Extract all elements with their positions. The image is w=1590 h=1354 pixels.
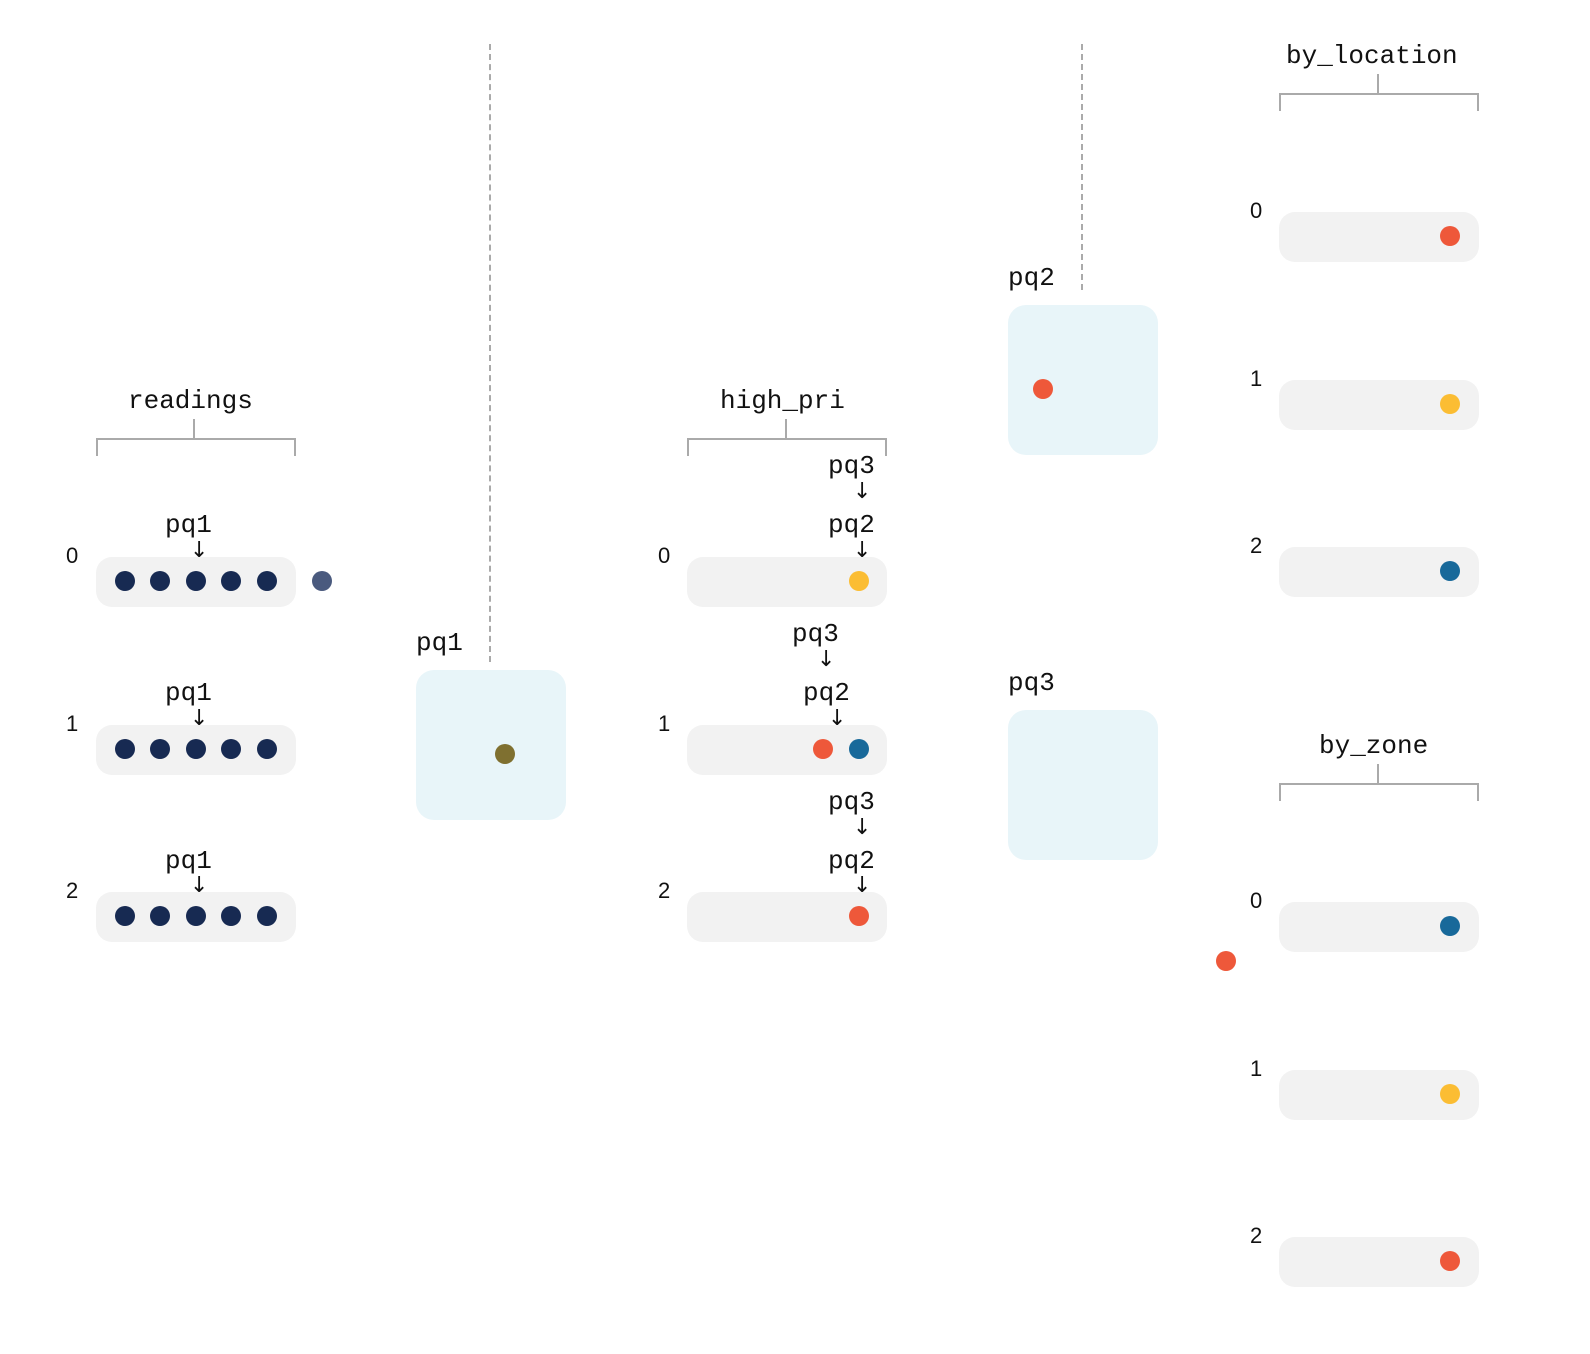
high-pri-title: high_pri [720,386,845,416]
high-pri-pointer-pq2-arrow-0: ↓ [853,538,872,563]
high-pri-item [849,571,869,591]
readings-item [150,571,170,591]
readings-pointer-arrow-2: ↓ [190,873,209,898]
pq1-label: pq1 [416,628,463,658]
readings-item [257,739,277,759]
readings-item [150,739,170,759]
high-pri-index-0: 0 [658,543,671,568]
high-pri-bracket-stem [785,419,787,439]
by-zone-index-1: 1 [1250,1056,1263,1081]
high-pri-pointer-pq3-1: pq3 [792,619,839,649]
high-pri-pointer-pq3-2: pq3 [828,787,875,817]
by-location-index-2: 2 [1250,533,1263,558]
high-pri-item [813,739,833,759]
by-zone-item [1440,1251,1460,1271]
by-location-bracket-stem [1377,74,1379,94]
readings-pointer-label-1: pq1 [165,678,212,708]
by-location-title: by_location [1286,41,1458,71]
pq1-item [495,744,515,764]
readings-item [115,571,135,591]
high-pri-index-2: 2 [658,878,671,903]
high-pri-index-1: 1 [658,711,671,736]
readings-bracket-stem [193,419,195,439]
by-location-index-0: 0 [1250,198,1263,223]
pq2-label: pq2 [1008,263,1055,293]
by-location-item [1440,226,1460,246]
high-pri-pointer-pq2-arrow-2: ↓ [853,873,872,898]
high-pri-pointer-pq2-0: pq2 [828,510,875,540]
by-zone-bracket [1279,783,1479,801]
readings-item-leaving [312,571,332,591]
pq2-divider [1081,44,1083,290]
pq3-label: pq3 [1008,668,1055,698]
readings-index-2: 2 [66,878,79,903]
readings-item [186,739,206,759]
high-pri-pointer-pq3-0: pq3 [828,451,875,481]
high-pri-pointer-pq2-1: pq2 [803,678,850,708]
by-zone-item [1440,1084,1460,1104]
by-zone-index-0: 0 [1250,888,1263,913]
high-pri-pointer-pq3-arrow-2: ↓ [853,815,872,840]
readings-item [150,906,170,926]
by-zone-title: by_zone [1319,731,1429,761]
readings-item [221,906,241,926]
pq2-item [1033,379,1053,399]
readings-index-0: 0 [66,543,79,568]
by-location-item [1440,394,1460,414]
high-pri-pointer-pq2-2: pq2 [828,846,875,876]
readings-item [221,739,241,759]
readings-pointer-arrow-0: ↓ [190,538,209,563]
by-zone-index-2: 2 [1250,1223,1263,1248]
pq2-box [1008,305,1158,455]
high-pri-pointer-pq3-arrow-1: ↓ [817,647,836,672]
readings-pointer-label-2: pq1 [165,846,212,876]
readings-item [257,571,277,591]
pq1-divider [489,44,491,662]
readings-item [257,906,277,926]
readings-item [186,571,206,591]
high-pri-bracket [687,438,887,456]
in-flight-item [1216,951,1236,971]
high-pri-item [849,906,869,926]
by-location-bracket [1279,93,1479,111]
readings-item [115,739,135,759]
readings-pointer-label-0: pq1 [165,510,212,540]
high-pri-item [849,739,869,759]
by-zone-item [1440,916,1460,936]
readings-item [186,906,206,926]
readings-bracket [96,438,296,456]
readings-pointer-arrow-1: ↓ [190,706,209,731]
high-pri-pointer-pq2-arrow-1: ↓ [828,706,847,731]
pq3-box [1008,710,1158,860]
readings-item [221,571,241,591]
by-location-index-1: 1 [1250,366,1263,391]
readings-index-1: 1 [66,711,79,736]
readings-title: readings [128,386,253,416]
by-zone-bracket-stem [1377,764,1379,784]
high-pri-pointer-pq3-arrow-0: ↓ [853,479,872,504]
by-location-item [1440,561,1460,581]
readings-item [115,906,135,926]
pq1-box [416,670,566,820]
